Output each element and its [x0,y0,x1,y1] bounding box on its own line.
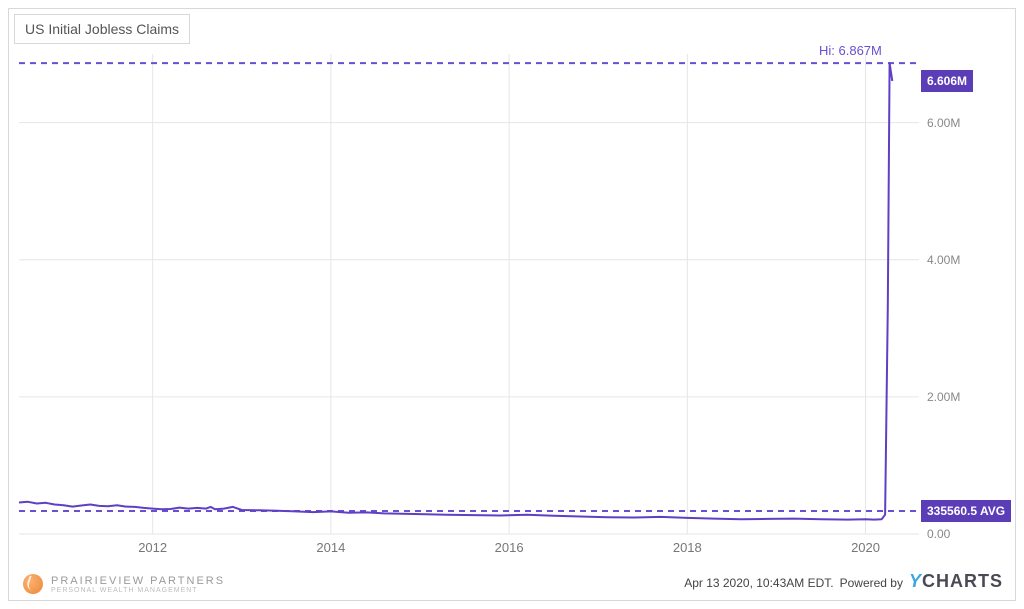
avg-value-badge: 335560.5 AVG [921,500,1011,522]
x-tick-label: 2020 [851,540,880,555]
plot-area [19,54,919,534]
x-tick-label: 2014 [316,540,345,555]
footer-powered-by: Powered by [840,576,903,590]
chart-svg [19,54,919,534]
y-tick-label: 0.00 [927,527,950,541]
ycharts-logo: YCHARTS [909,571,1003,592]
y-tick-label: 2.00M [927,390,960,404]
footer-timestamp: Apr 13 2020, 10:43AM EDT. [684,576,833,590]
x-tick-label: 2018 [673,540,702,555]
brand-sub: PERSONAL WEALTH MANAGEMENT [51,587,225,594]
brand-name: PRAIRIEVIEW PARTNERS [51,575,225,587]
last-value-text: 6.606M [927,74,967,88]
last-value-badge: 6.606M [921,70,973,92]
brand-text-wrap: PRAIRIEVIEW PARTNERS PERSONAL WEALTH MAN… [51,575,225,594]
y-tick-label: 6.00M [927,116,960,130]
y-tick-label: 4.00M [927,253,960,267]
chart-title-box: US Initial Jobless Claims [14,14,190,44]
x-tick-label: 2012 [138,540,167,555]
ycharts-text: CHARTS [922,571,1003,591]
brand-logo: PRAIRIEVIEW PARTNERS PERSONAL WEALTH MAN… [23,574,225,594]
hi-annotation: Hi: 6.867M [819,43,882,58]
chart-frame: US Initial Jobless Claims Hi: 6.867M 6.6… [8,8,1016,601]
footer: Apr 13 2020, 10:43AM EDT. Powered by YCH… [684,571,1003,592]
brand-icon [23,574,43,594]
x-tick-label: 2016 [495,540,524,555]
chart-title: US Initial Jobless Claims [25,21,179,37]
avg-value-text: 335560.5 AVG [927,504,1005,518]
